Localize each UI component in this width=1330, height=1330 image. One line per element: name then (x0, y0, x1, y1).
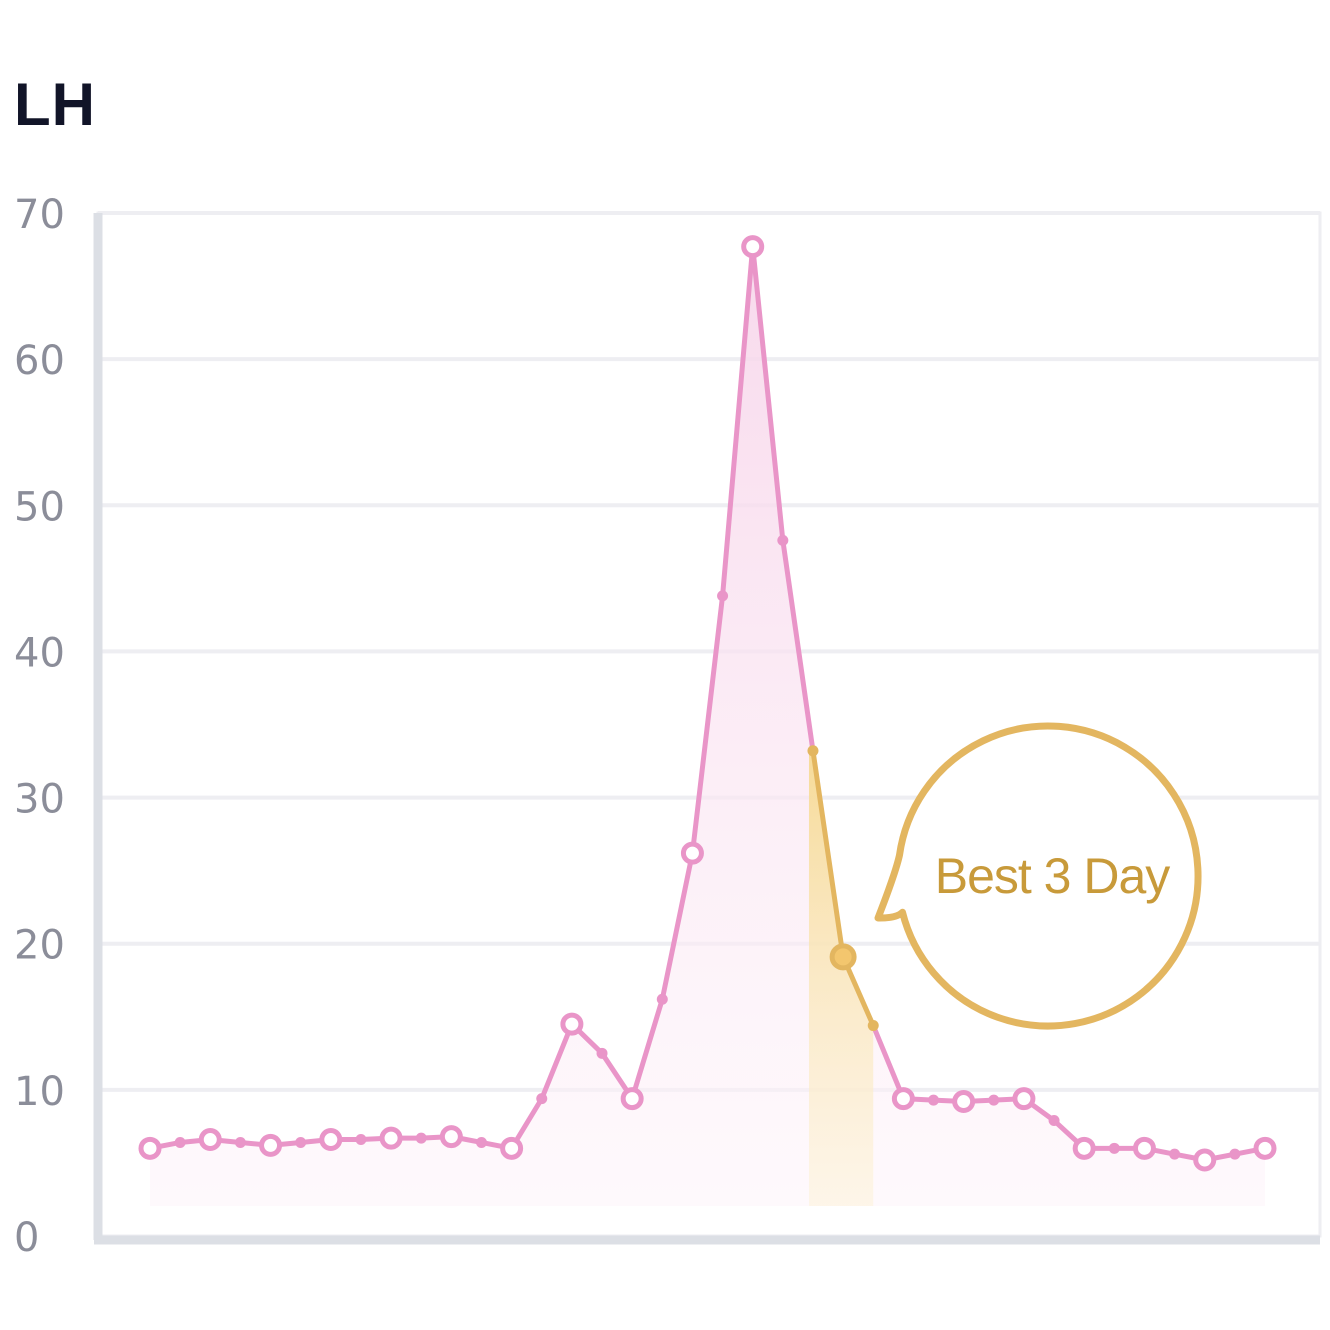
data-point-37 (1229, 1148, 1241, 1160)
data-point-1 (138, 1136, 162, 1160)
data-point-23 (807, 745, 819, 757)
data-point-4 (234, 1136, 246, 1148)
line-segment-19 (689, 593, 726, 856)
data-point-10 (415, 1132, 427, 1144)
data-point-2 (174, 1136, 186, 1148)
callout-bubble (874, 722, 1202, 1030)
line-segment-17 (629, 996, 665, 1102)
data-point-16 (596, 1047, 608, 1059)
y-tick-label-40: 40 (14, 630, 65, 676)
marker-layer (138, 235, 1277, 1172)
highlight-area (808, 750, 874, 1206)
data-point-14 (536, 1093, 548, 1105)
line-segment-25 (870, 1023, 906, 1102)
chart-title: LH (14, 71, 96, 138)
callout-layer: Best 3 Day (874, 722, 1202, 1030)
data-point-5 (259, 1133, 283, 1157)
data-point-18 (656, 993, 668, 1005)
data-point-34 (1132, 1136, 1156, 1160)
data-point-11 (439, 1125, 463, 1149)
data-point-35 (1169, 1148, 1181, 1160)
line-segment-14 (539, 1021, 575, 1102)
line-segment-22 (780, 537, 816, 754)
y-tick-label-20: 20 (14, 923, 65, 969)
y-tick-label-50: 50 (14, 484, 65, 530)
line-segment-21 (750, 244, 786, 543)
data-point-27 (928, 1094, 940, 1106)
data-point-9 (379, 1126, 403, 1150)
data-point-38 (1253, 1136, 1277, 1160)
data-point-25 (867, 1020, 879, 1032)
y-tick-label-70: 70 (14, 192, 65, 238)
line-segment-20 (720, 244, 756, 599)
data-point-32 (1072, 1136, 1096, 1160)
data-point-12 (475, 1136, 487, 1148)
data-point-7 (319, 1128, 343, 1152)
data-point-30 (1012, 1087, 1036, 1111)
data-point-24 (829, 943, 857, 971)
data-point-15 (560, 1012, 584, 1036)
data-point-29 (988, 1094, 1000, 1106)
y-tick-label-30: 30 (14, 777, 65, 823)
data-point-13 (500, 1136, 524, 1160)
y-tick-label-10: 10 (14, 1069, 65, 1115)
data-point-20 (717, 590, 729, 602)
line-segment-23 (810, 748, 846, 960)
data-point-19 (680, 841, 704, 865)
data-point-28 (952, 1090, 976, 1114)
data-point-36 (1193, 1148, 1217, 1172)
y-tick-label-0: 0 (14, 1215, 39, 1261)
data-point-26 (891, 1087, 915, 1111)
data-point-6 (295, 1136, 307, 1148)
data-point-31 (1048, 1115, 1060, 1127)
data-point-33 (1108, 1142, 1120, 1154)
line-segment-18 (659, 850, 695, 1002)
data-point-8 (355, 1134, 367, 1146)
data-point-22 (777, 534, 789, 546)
data-point-3 (198, 1128, 222, 1152)
y-tick-label-60: 60 (14, 338, 65, 384)
callout-label: Best 3 Day (935, 848, 1171, 904)
data-point-21 (741, 235, 765, 259)
data-point-17 (620, 1087, 644, 1111)
